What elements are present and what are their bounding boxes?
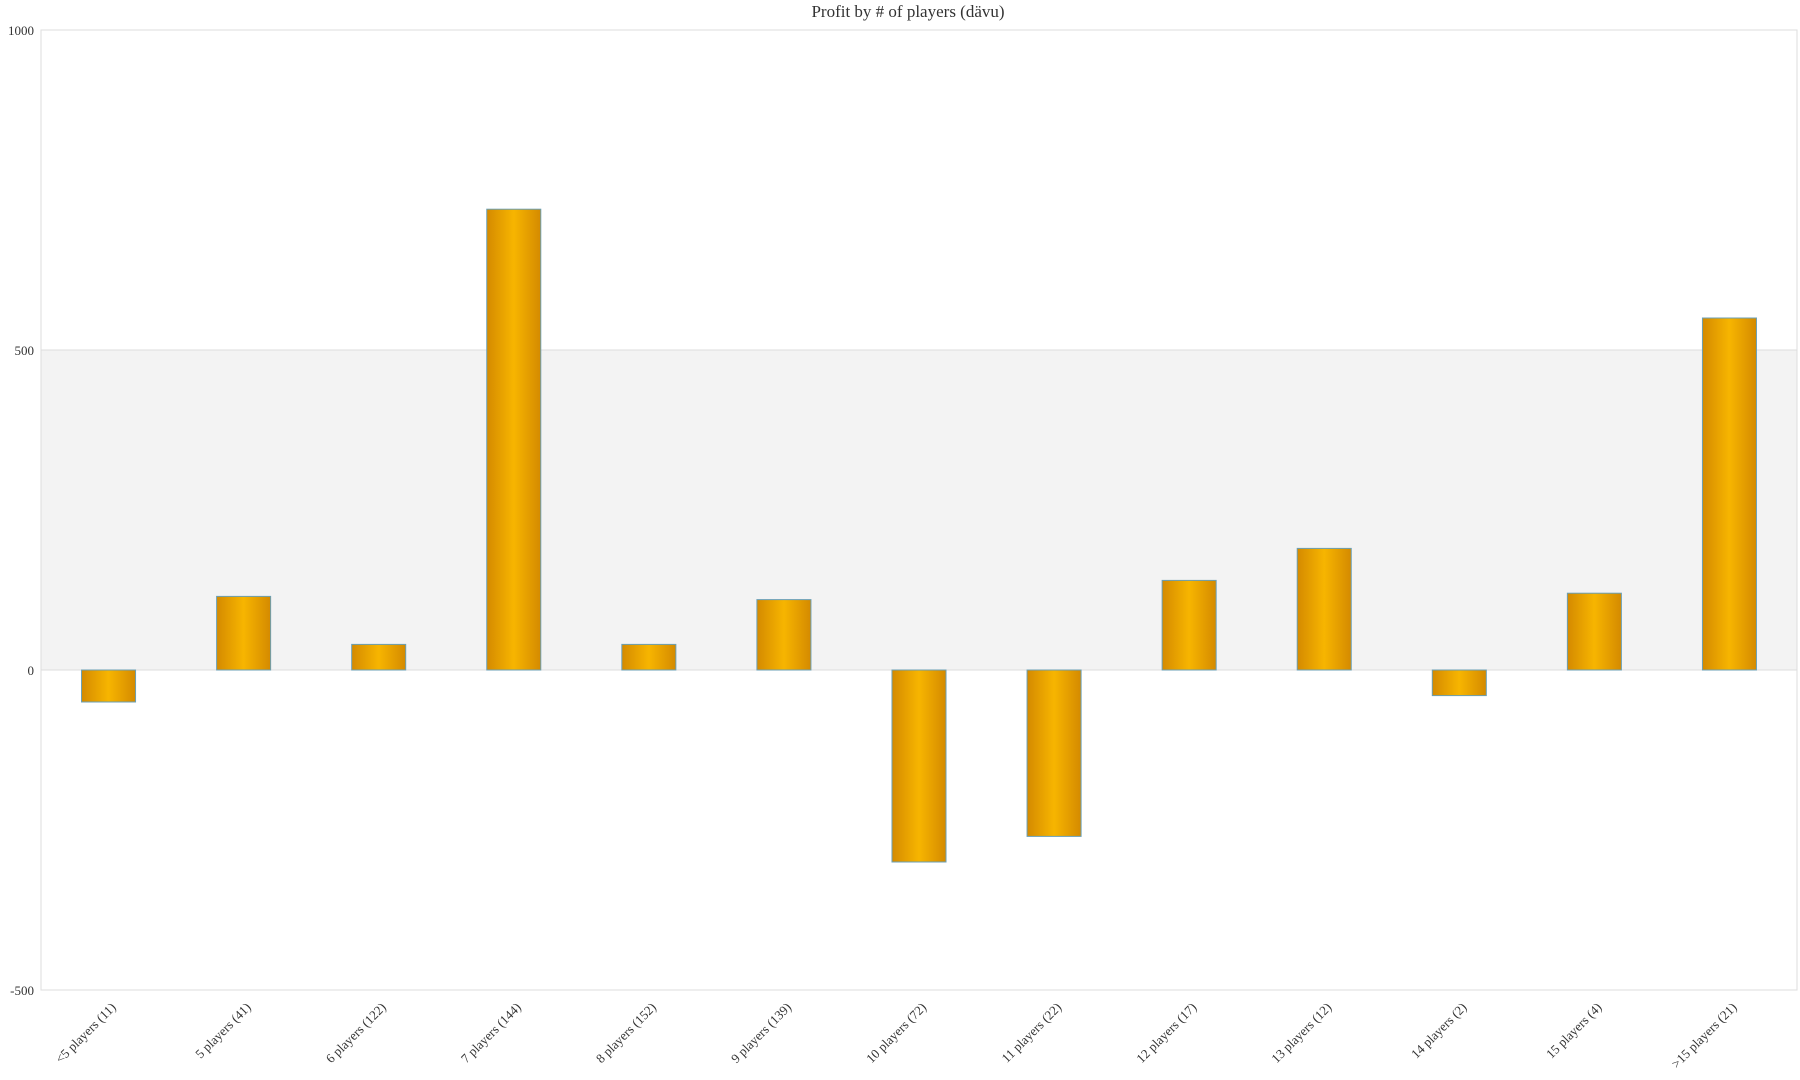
y-tick-label: 0 xyxy=(28,663,35,678)
x-tick-label: 8 players (152) xyxy=(593,1000,659,1066)
x-tick-label: 10 players (72) xyxy=(863,1000,929,1066)
x-tick-label: 12 players (17) xyxy=(1133,1000,1199,1066)
bar xyxy=(216,595,272,671)
bar xyxy=(1701,317,1757,671)
x-tick-label: 13 players (12) xyxy=(1268,1000,1334,1066)
x-tick-label: 11 players (22) xyxy=(998,1000,1064,1066)
chart-title: Profit by # of players (dävu) xyxy=(811,2,1004,21)
bar xyxy=(1566,592,1622,671)
y-tick-label: 500 xyxy=(15,343,35,358)
bar xyxy=(81,669,137,703)
x-tick-label: 5 players (41) xyxy=(192,1000,254,1062)
bar xyxy=(351,643,407,671)
x-tick-label: 15 players (4) xyxy=(1543,1000,1605,1062)
x-tick-label: 6 players (122) xyxy=(323,1000,389,1066)
y-tick-label: -500 xyxy=(10,983,34,998)
x-tick-label: 14 players (2) xyxy=(1408,1000,1470,1062)
x-tick-label: 9 players (139) xyxy=(728,1000,794,1066)
bar xyxy=(756,599,812,671)
y-tick-label: 1000 xyxy=(8,23,34,38)
x-tick-label: >15 players (21) xyxy=(1668,1000,1739,1071)
bar xyxy=(891,669,947,863)
x-tick-label: <5 players (11) xyxy=(52,1000,119,1067)
bar xyxy=(621,643,677,671)
bar xyxy=(1296,547,1352,671)
x-tick-label: 7 players (144) xyxy=(458,1000,524,1066)
bar xyxy=(486,208,542,671)
bar xyxy=(1026,669,1082,837)
grid-band xyxy=(41,350,1797,670)
bar xyxy=(1161,579,1217,671)
plot-border xyxy=(40,29,1798,991)
bar xyxy=(1431,669,1487,697)
